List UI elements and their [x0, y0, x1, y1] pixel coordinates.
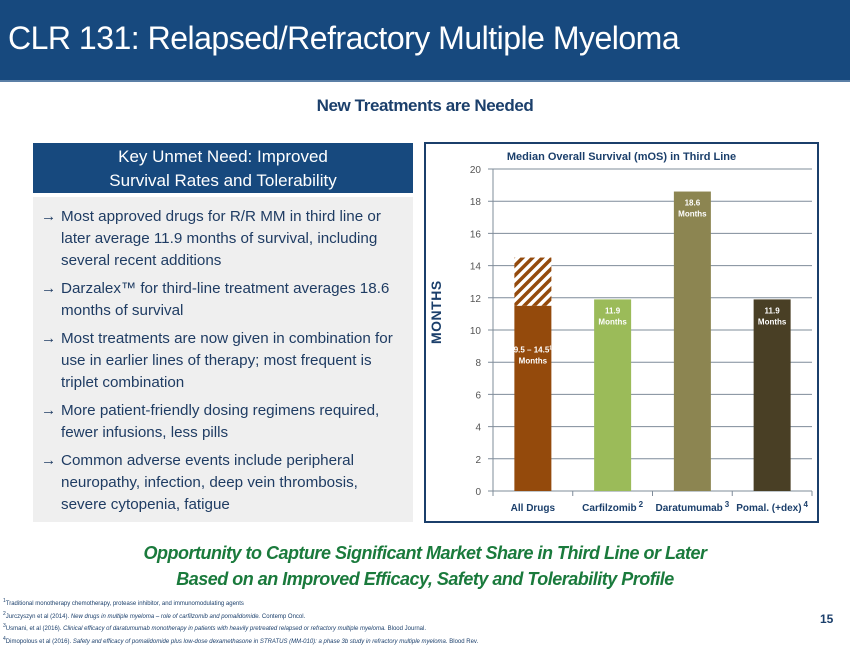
bar	[674, 192, 711, 491]
tagline-line-1: Opportunity to Capture Significant Marke…	[0, 540, 850, 566]
bullet-item: →Most treatments are now given in combin…	[61, 328, 405, 394]
bar	[514, 306, 551, 491]
right-arrow-icon: →	[41, 278, 56, 300]
tagline-line-2: Based on an Improved Efficacy, Safety an…	[0, 566, 850, 592]
footnote: 1Traditional monotherapy chemotherapy, p…	[3, 597, 478, 610]
bar-data-label: 11.9	[765, 306, 781, 315]
bar-data-label-unit: Months	[678, 210, 707, 219]
bar-range-extension	[514, 258, 551, 306]
heading-line-2: Survival Rates and Tolerability	[33, 169, 413, 193]
bullet-text: More patient-friendly dosing regimens re…	[61, 402, 379, 441]
y-tick-label: 0	[475, 487, 481, 498]
bar-data-label: 9.5 – 14.51	[514, 346, 553, 355]
bar-data-label: 18.6	[685, 199, 701, 208]
heading-line-1: Key Unmet Need: Improved	[33, 145, 413, 169]
page-number: 15	[820, 612, 833, 626]
y-tick-label: 18	[470, 197, 482, 208]
bullet-item: →Darzalex™ for third-line treatment aver…	[61, 278, 405, 322]
y-tick-label: 14	[470, 262, 482, 273]
y-tick-label: 12	[470, 294, 482, 305]
bar-data-label-unit: Months	[519, 357, 548, 366]
bar	[754, 299, 791, 491]
right-arrow-icon: →	[41, 328, 56, 350]
bullet-text: Common adverse events include peripheral…	[61, 452, 358, 513]
chart-canvas: 0 2 4 6 8 10 12 14 16 18 20 9.5 – 14.51 Months All Dr…	[426, 144, 817, 521]
bullet-text: Most approved drugs for R/R MM in third …	[61, 208, 381, 269]
unmet-need-bullets: →Most approved drugs for R/R MM in third…	[33, 197, 413, 522]
bullet-item: →Most approved drugs for R/R MM in third…	[61, 206, 405, 272]
chart-title: Median Overall Survival (mOS) in Third L…	[426, 151, 817, 163]
y-tick-label: 20	[470, 165, 482, 176]
footnote: 3Usmani, et al (2016). Clinical efficacy…	[3, 622, 478, 635]
footnote: 2Jurczyszyn et al (2014). New drugs in m…	[3, 610, 478, 623]
tagline: Opportunity to Capture Significant Marke…	[0, 540, 850, 592]
bar-data-label: 11.9	[605, 306, 621, 315]
mos-chart: Median Overall Survival (mOS) in Third L…	[424, 142, 819, 523]
bullet-text: Most treatments are now given in combina…	[61, 330, 393, 391]
bar-data-label-unit: Months	[758, 317, 787, 326]
y-tick-label: 16	[470, 229, 482, 240]
y-tick-label: 4	[475, 423, 481, 434]
right-arrow-icon: →	[41, 400, 56, 422]
slide-subtitle: New Treatments are Needed	[0, 96, 850, 116]
x-tick-label: All Drugs	[511, 503, 556, 514]
right-arrow-icon: →	[41, 450, 56, 472]
bar-data-label-unit: Months	[598, 317, 627, 326]
title-divider	[0, 80, 850, 82]
title-bar: CLR 131: Relapsed/Refractory Multiple My…	[0, 0, 850, 80]
bullet-text: Darzalex™ for third-line treatment avera…	[61, 280, 389, 319]
unmet-need-heading: Key Unmet Need: Improved Survival Rates …	[33, 143, 413, 193]
bullet-item: →More patient-friendly dosing regimens r…	[61, 400, 405, 444]
bullet-item: →Common adverse events include periphera…	[61, 450, 405, 516]
right-arrow-icon: →	[41, 206, 56, 228]
footnote: 4Dimopolous et al (2016). Safety and eff…	[3, 635, 478, 647]
x-tick-label: Pomal. (+dex)4	[736, 500, 808, 514]
slide-title: CLR 131: Relapsed/Refractory Multiple My…	[8, 20, 679, 57]
y-tick-label: 8	[475, 358, 481, 369]
y-axis-label: MONTHS	[428, 280, 444, 344]
y-tick-label: 6	[475, 390, 481, 401]
footnotes: 1Traditional monotherapy chemotherapy, p…	[3, 597, 478, 647]
bar	[594, 299, 631, 491]
y-tick-label: 10	[470, 326, 482, 337]
y-tick-label: 2	[475, 455, 481, 466]
